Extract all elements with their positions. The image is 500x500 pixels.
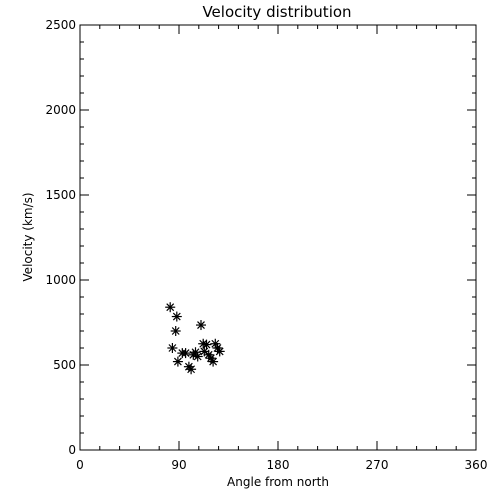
y-tick-label: 0 bbox=[68, 443, 76, 457]
data-point bbox=[180, 348, 191, 359]
data-point bbox=[192, 351, 203, 362]
axis-tick-labels: 0 90 180 270 360 0 500 1000 1500 2000 2500 bbox=[45, 18, 487, 472]
axis-ticks bbox=[79, 24, 477, 451]
data-point bbox=[171, 311, 182, 322]
x-tick-label: 270 bbox=[366, 458, 389, 472]
y-tick-label: 2500 bbox=[45, 18, 76, 32]
data-point bbox=[170, 326, 181, 336]
data-point bbox=[165, 302, 176, 313]
y-tick-label: 1500 bbox=[45, 188, 76, 202]
y-axis-label: Velocity (km/s) bbox=[21, 192, 35, 281]
x-axis-label: Angle from north bbox=[227, 475, 329, 489]
data-point bbox=[214, 346, 225, 357]
chart-title: Velocity distribution bbox=[202, 3, 351, 21]
data-point bbox=[201, 339, 212, 350]
x-tick-label: 180 bbox=[267, 458, 290, 472]
data-point bbox=[186, 364, 197, 375]
x-tick-label: 360 bbox=[465, 458, 488, 472]
x-tick-label: 0 bbox=[76, 458, 84, 472]
data-point bbox=[208, 356, 219, 367]
y-tick-label: 1000 bbox=[45, 273, 76, 287]
x-tick-label: 90 bbox=[171, 458, 186, 472]
data-points bbox=[165, 302, 225, 375]
y-tick-label: 500 bbox=[53, 358, 76, 372]
data-point bbox=[172, 356, 183, 367]
data-point bbox=[167, 343, 178, 353]
y-tick-label: 2000 bbox=[45, 103, 76, 117]
plot-frame bbox=[79, 24, 477, 451]
data-point bbox=[212, 343, 223, 353]
data-point bbox=[196, 320, 206, 331]
